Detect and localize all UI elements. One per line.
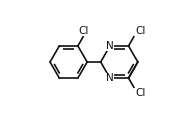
Text: Cl: Cl	[78, 26, 89, 36]
Text: Cl: Cl	[135, 88, 145, 98]
Text: N: N	[106, 41, 114, 51]
Text: Cl: Cl	[135, 26, 145, 36]
Text: N: N	[106, 73, 114, 83]
